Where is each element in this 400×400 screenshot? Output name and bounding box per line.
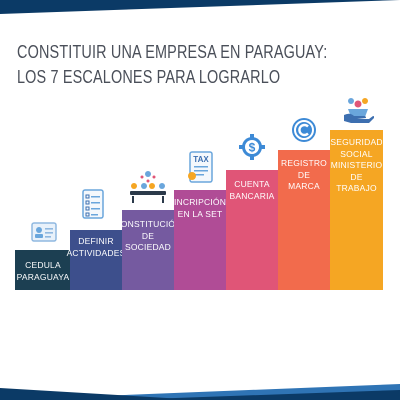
bottom-banner-decoration — [0, 384, 400, 400]
dollar-gear-icon: $ — [239, 134, 265, 160]
copyright-icon — [292, 118, 316, 142]
step-incripcion-en-la-set: INCRIPCIÓN EN LA SET — [174, 190, 226, 290]
step-label: REGISTRO DE MARCA — [281, 158, 327, 191]
step-label: SEGURIDAD SOCIAL MINISTERIO DE TRABAJO — [330, 137, 383, 193]
step-seguridad-social: SEGURIDAD SOCIAL MINISTERIO DE TRABAJO — [330, 130, 383, 290]
step-definir-actividades: DEFINIR ACTIVIDADES — [67, 230, 125, 290]
tax-document-icon: TAX — [188, 151, 213, 183]
step-constitucion-de-sociedad: CONSTITUCIÓN DE SOCIEDAD — [114, 210, 181, 290]
top-banner-decoration — [0, 0, 400, 14]
step-registro-de-marca: REGISTRO DE MARCA — [278, 150, 330, 290]
title-line-2: LOS 7 ESCALONES PARA LOGRARLO — [17, 66, 281, 87]
svg-text:$: $ — [249, 141, 256, 155]
step-label: CEDULA PARAGUAYA — [16, 260, 70, 282]
title-line-1: CONSTITUIR UNA EMPRESA EN PARAGUAY: — [17, 41, 328, 62]
checklist-icon — [82, 189, 104, 219]
id-card-icon — [31, 222, 57, 242]
step-label: DEFINIR ACTIVIDADES — [66, 236, 126, 258]
step-cedula-paraguaya: CEDULA PARAGUAYA — [15, 250, 71, 290]
step-label: INCRIPCIÓN EN LA SET — [173, 197, 227, 219]
step-label: CUENTA BANCARIA — [229, 179, 275, 201]
step-label: CONSTITUCIÓN DE SOCIEDAD — [114, 219, 182, 252]
svg-text:TAX: TAX — [193, 155, 209, 164]
team-meeting-icon — [130, 171, 166, 203]
page-title: CONSTITUIR UNA EMPRESA EN PARAGUAY: LOS … — [17, 39, 327, 89]
step-cuenta-bancaria: CUENTA BANCARIA — [226, 170, 278, 290]
social-security-icon — [344, 98, 374, 123]
